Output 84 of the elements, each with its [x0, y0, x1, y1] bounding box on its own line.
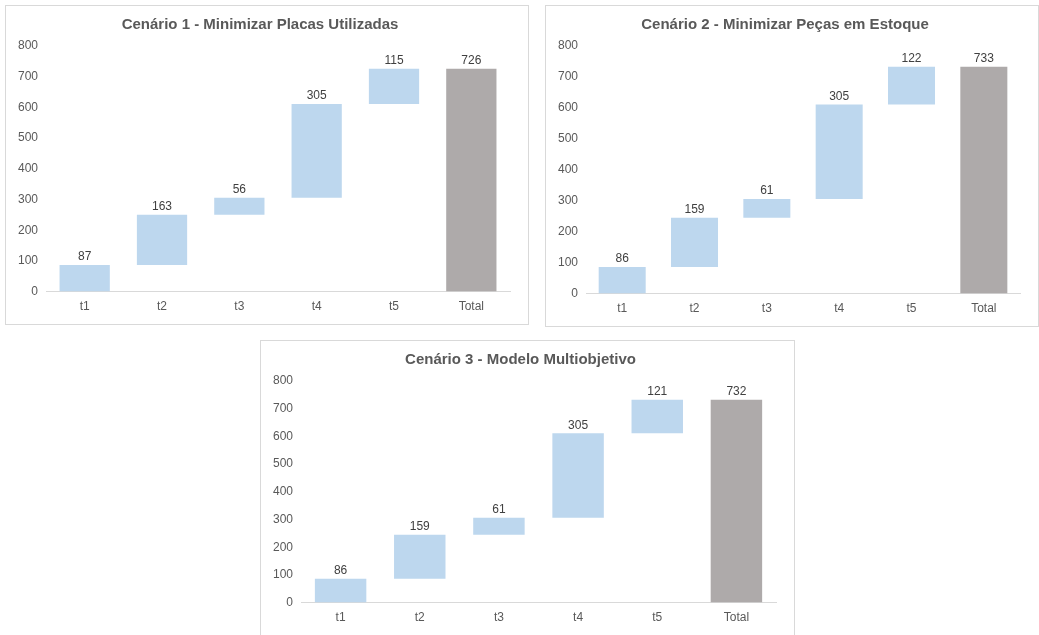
y-tick-label: 500 [557, 131, 579, 146]
y-tick-label: 500 [272, 456, 294, 471]
data-label: 86 [615, 251, 630, 266]
data-label: 305 [568, 417, 589, 432]
y-tick-label: 600 [557, 100, 579, 115]
chart-title: Cenário 3 - Modelo Multiobjetivo [405, 350, 636, 368]
bar [446, 68, 497, 292]
bar [59, 264, 110, 292]
bar [473, 517, 525, 535]
x-tick-label: t1 [79, 299, 91, 314]
x-tick-label: t4 [573, 610, 584, 625]
y-tick-label: 300 [272, 511, 294, 526]
data-label: 159 [409, 519, 431, 534]
x-tick-label: t2 [157, 299, 168, 314]
data-label: 732 [726, 384, 747, 399]
data-label: 305 [829, 88, 850, 103]
x-tick-label: t5 [906, 301, 917, 316]
y-tick-label: 800 [272, 373, 294, 388]
chart-title: Cenário 1 - Minimizar Placas Utilizadas [121, 15, 399, 33]
bar [314, 578, 367, 603]
data-label: 115 [384, 53, 404, 68]
bar [960, 66, 1008, 294]
x-tick-label: t2 [414, 610, 426, 625]
x-tick-label: Total [723, 610, 750, 625]
y-tick-label: 400 [272, 484, 294, 499]
data-label: 305 [306, 88, 328, 103]
y-tick-label: 800 [557, 38, 579, 53]
y-tick-label: 400 [17, 161, 39, 176]
y-tick-label: 0 [286, 594, 294, 609]
bar [815, 104, 863, 199]
y-tick-label: 200 [17, 222, 39, 237]
x-tick-label: t2 [689, 301, 700, 316]
chart-title: Cenário 2 - Minimizar Peças em Estoque [641, 15, 929, 33]
x-tick-label: t3 [493, 610, 505, 625]
y-tick-label: 200 [272, 539, 294, 554]
bar [552, 433, 604, 518]
x-tick-label: Total [971, 301, 997, 316]
data-label: 61 [492, 502, 506, 517]
bar [671, 217, 719, 267]
y-tick-label: 700 [272, 401, 294, 416]
y-tick-label: 800 [17, 38, 39, 53]
data-label: 86 [333, 563, 348, 578]
bar [368, 68, 420, 105]
bar [631, 399, 683, 434]
data-label: 159 [684, 202, 705, 217]
y-tick-label: 300 [17, 191, 39, 206]
x-tick-label: t5 [389, 299, 400, 314]
y-tick-label: 100 [272, 567, 294, 582]
y-tick-label: 0 [571, 285, 579, 300]
bar [888, 66, 936, 105]
x-tick-label: t3 [234, 299, 245, 314]
data-label: 163 [152, 199, 173, 214]
data-label: 726 [461, 53, 482, 68]
x-tick-label: t3 [761, 301, 773, 316]
bar [136, 214, 188, 265]
bar [214, 197, 265, 215]
data-label: 122 [901, 51, 922, 66]
y-tick-label: 600 [272, 428, 294, 443]
x-tick-label: t5 [652, 610, 663, 625]
x-tick-label: t1 [335, 610, 346, 625]
data-label: 87 [78, 249, 92, 264]
data-label: 121 [647, 384, 668, 399]
bar [710, 399, 763, 603]
bar [291, 104, 342, 198]
data-label: 733 [973, 51, 995, 66]
x-tick-label: t4 [311, 299, 322, 314]
y-tick-label: 200 [557, 224, 579, 239]
y-tick-label: 700 [557, 69, 579, 84]
y-tick-label: 400 [557, 162, 579, 177]
y-tick-label: 100 [17, 253, 39, 268]
bar [394, 534, 446, 579]
bar [598, 266, 646, 294]
y-tick-label: 0 [31, 283, 39, 298]
y-tick-label: 600 [17, 99, 39, 114]
data-label: 61 [760, 183, 774, 198]
x-tick-label: t4 [834, 301, 845, 316]
y-tick-label: 700 [17, 69, 39, 84]
bar [743, 198, 791, 218]
x-tick-label: Total [458, 299, 485, 314]
y-tick-label: 100 [557, 254, 579, 269]
x-tick-label: t1 [617, 301, 628, 316]
data-label: 56 [232, 181, 247, 196]
y-tick-label: 500 [17, 130, 39, 145]
y-tick-label: 300 [557, 193, 579, 208]
